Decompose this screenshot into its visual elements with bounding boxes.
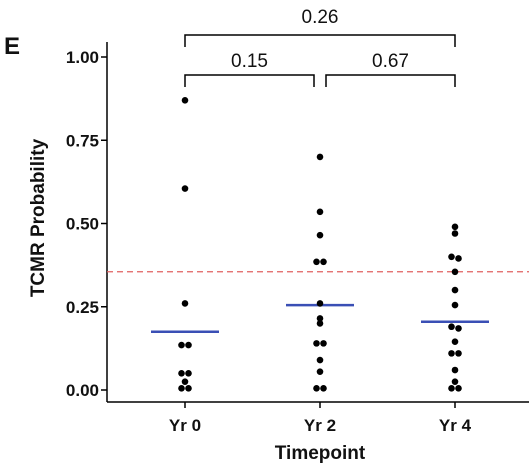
data-point [448,350,455,357]
comparison-bracket [185,75,314,87]
data-point [448,385,455,392]
data-point [185,370,192,377]
x-tick-label: Yr 0 [169,416,201,435]
data-point [452,287,459,294]
data-point [178,385,185,392]
comparison-bracket [185,35,455,47]
data-point [455,385,462,392]
data-point [320,340,327,347]
data-point [455,255,462,262]
p-value-label: 0.67 [372,51,409,72]
data-point [452,338,459,345]
p-value-label: 0.26 [302,7,339,28]
data-point [178,370,185,377]
data-point [182,300,189,307]
data-point [317,300,324,307]
x-tick-label: Yr 4 [439,416,472,435]
comparison-bracket [326,75,455,87]
y-axis: 0.00 0.25 0.50 0.75 1.00 [66,42,107,402]
data-point [448,253,455,260]
data-point [317,357,324,364]
data-point [452,367,459,374]
data-point [452,268,459,275]
data-point [317,232,324,239]
data-point [182,185,189,192]
x-axis: Yr 0 Yr 2 Yr 4 [107,402,529,435]
panel-label: E [4,33,20,60]
data-point [182,378,189,385]
y-tick-label: 0.50 [66,215,99,234]
data-point [185,385,192,392]
p-value-label: 0.15 [231,51,268,72]
data-point [455,350,462,357]
data-point [313,340,320,347]
data-point [313,385,320,392]
data-point [178,342,185,349]
y-axis-title: TCMR Probability [28,138,49,297]
data-point [182,97,189,104]
y-tick-label: 0.75 [66,131,99,150]
x-axis-title: Timepoint [275,443,366,464]
data-point [452,230,459,237]
y-tick-label: 0.00 [66,381,99,400]
data-point [448,323,455,330]
data-point [320,258,327,265]
data-points [178,97,462,392]
data-point [313,258,320,265]
data-point [320,385,327,392]
data-point [317,209,324,216]
comparison-brackets: 0.26 0.15 0.67 [185,7,455,87]
y-tick-label: 0.25 [66,298,99,317]
data-point [452,378,459,385]
data-point [317,154,324,161]
x-tick-label: Yr 2 [304,416,336,435]
y-tick-label: 1.00 [66,48,99,67]
data-point [317,368,324,375]
data-point [185,342,192,349]
data-point [452,224,459,231]
data-point [455,325,462,332]
data-point [317,320,324,327]
data-point [452,302,459,309]
